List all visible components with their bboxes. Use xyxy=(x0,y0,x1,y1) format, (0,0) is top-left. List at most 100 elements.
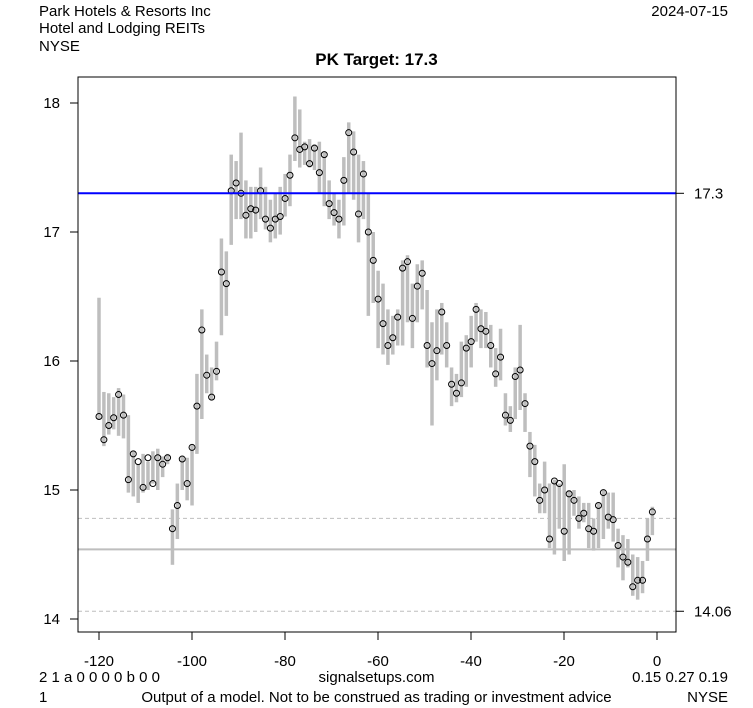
close-point xyxy=(168,525,176,533)
close-point xyxy=(423,342,431,350)
close-point xyxy=(560,527,568,535)
close-point xyxy=(643,535,651,543)
line-number: 1 xyxy=(39,689,48,706)
close-point xyxy=(301,143,309,151)
close-point xyxy=(310,144,318,152)
x-tick-label: 0 xyxy=(653,653,661,670)
close-point xyxy=(193,402,201,410)
close-point xyxy=(487,342,495,350)
close-point xyxy=(110,414,118,422)
close-point xyxy=(115,391,123,399)
close-point xyxy=(178,455,186,463)
close-point xyxy=(188,443,196,451)
close-point xyxy=(276,213,284,221)
x-tick-label: -40 xyxy=(460,653,482,670)
target-label: 17.3 xyxy=(694,185,723,202)
close-point xyxy=(144,454,152,462)
close-point xyxy=(634,576,642,584)
y-tick-label: 16 xyxy=(43,353,60,370)
close-point xyxy=(506,416,514,424)
close-point xyxy=(408,314,416,322)
close-point xyxy=(467,338,475,346)
close-point xyxy=(291,134,299,142)
close-point xyxy=(286,171,294,179)
close-point xyxy=(364,228,372,236)
close-point xyxy=(164,454,172,462)
close-point xyxy=(531,458,539,466)
close-point xyxy=(521,400,529,408)
close-point xyxy=(124,476,132,484)
close-point xyxy=(355,210,363,218)
industry-label: Hotel and Lodging REITs xyxy=(39,20,205,37)
close-point xyxy=(639,576,647,584)
close-point xyxy=(198,326,206,334)
close-point xyxy=(443,342,451,350)
close-point xyxy=(497,353,505,361)
close-point xyxy=(134,458,142,466)
close-point xyxy=(452,389,460,397)
close-point xyxy=(619,553,627,561)
close-point xyxy=(448,380,456,388)
close-point xyxy=(173,501,181,509)
close-point xyxy=(482,327,490,335)
close-point xyxy=(526,442,534,450)
close-point xyxy=(599,489,607,497)
chart-title: PK Target: 17.3 xyxy=(315,50,438,69)
close-point xyxy=(213,367,221,375)
close-point xyxy=(222,280,230,288)
y-tick-label: 15 xyxy=(43,482,60,499)
close-point xyxy=(369,256,377,264)
date-label: 2024-07-15 xyxy=(651,3,728,20)
y-tick-label: 17 xyxy=(43,224,60,241)
close-point xyxy=(119,411,127,419)
company-name: Park Hotels & Resorts Inc xyxy=(39,3,211,20)
footer-exchange: NYSE xyxy=(687,689,728,706)
exchange-label: NYSE xyxy=(39,38,80,55)
close-point xyxy=(129,450,137,458)
close-point xyxy=(575,514,583,522)
close-point xyxy=(472,305,480,313)
close-point xyxy=(232,179,240,187)
close-point xyxy=(242,211,250,219)
close-point xyxy=(492,370,500,378)
close-point xyxy=(217,268,225,276)
close-point xyxy=(394,313,402,321)
close-point xyxy=(281,194,289,202)
close-point xyxy=(325,200,333,208)
close-point xyxy=(105,422,113,429)
close-point xyxy=(154,454,162,462)
close-point xyxy=(541,486,549,494)
plot-frame xyxy=(77,76,677,633)
close-point xyxy=(100,436,108,444)
close-point xyxy=(546,535,554,543)
close-point xyxy=(565,490,573,498)
close-point xyxy=(350,148,358,156)
close-point xyxy=(359,170,367,178)
close-point xyxy=(629,583,637,591)
close-point xyxy=(159,460,167,468)
close-point xyxy=(590,527,598,535)
close-point xyxy=(183,480,191,488)
lower-label: 14.06 xyxy=(694,603,732,620)
x-tick-label: -80 xyxy=(274,653,296,670)
close-point xyxy=(428,360,436,368)
close-point xyxy=(389,334,397,342)
close-point xyxy=(570,496,578,504)
close-point xyxy=(501,411,509,419)
close-point xyxy=(648,508,656,516)
close-point xyxy=(413,282,421,290)
close-point xyxy=(315,169,323,177)
close-point xyxy=(580,509,588,517)
close-point xyxy=(374,295,382,303)
x-tick-label: -60 xyxy=(367,653,389,670)
y-tick-label: 18 xyxy=(43,95,60,112)
x-tick-label: -100 xyxy=(177,653,207,670)
close-point xyxy=(203,371,211,379)
close-point xyxy=(433,347,441,355)
close-point xyxy=(384,342,392,350)
close-point xyxy=(511,372,519,380)
close-point xyxy=(462,344,470,352)
close-point xyxy=(345,129,353,137)
close-point xyxy=(261,215,269,223)
